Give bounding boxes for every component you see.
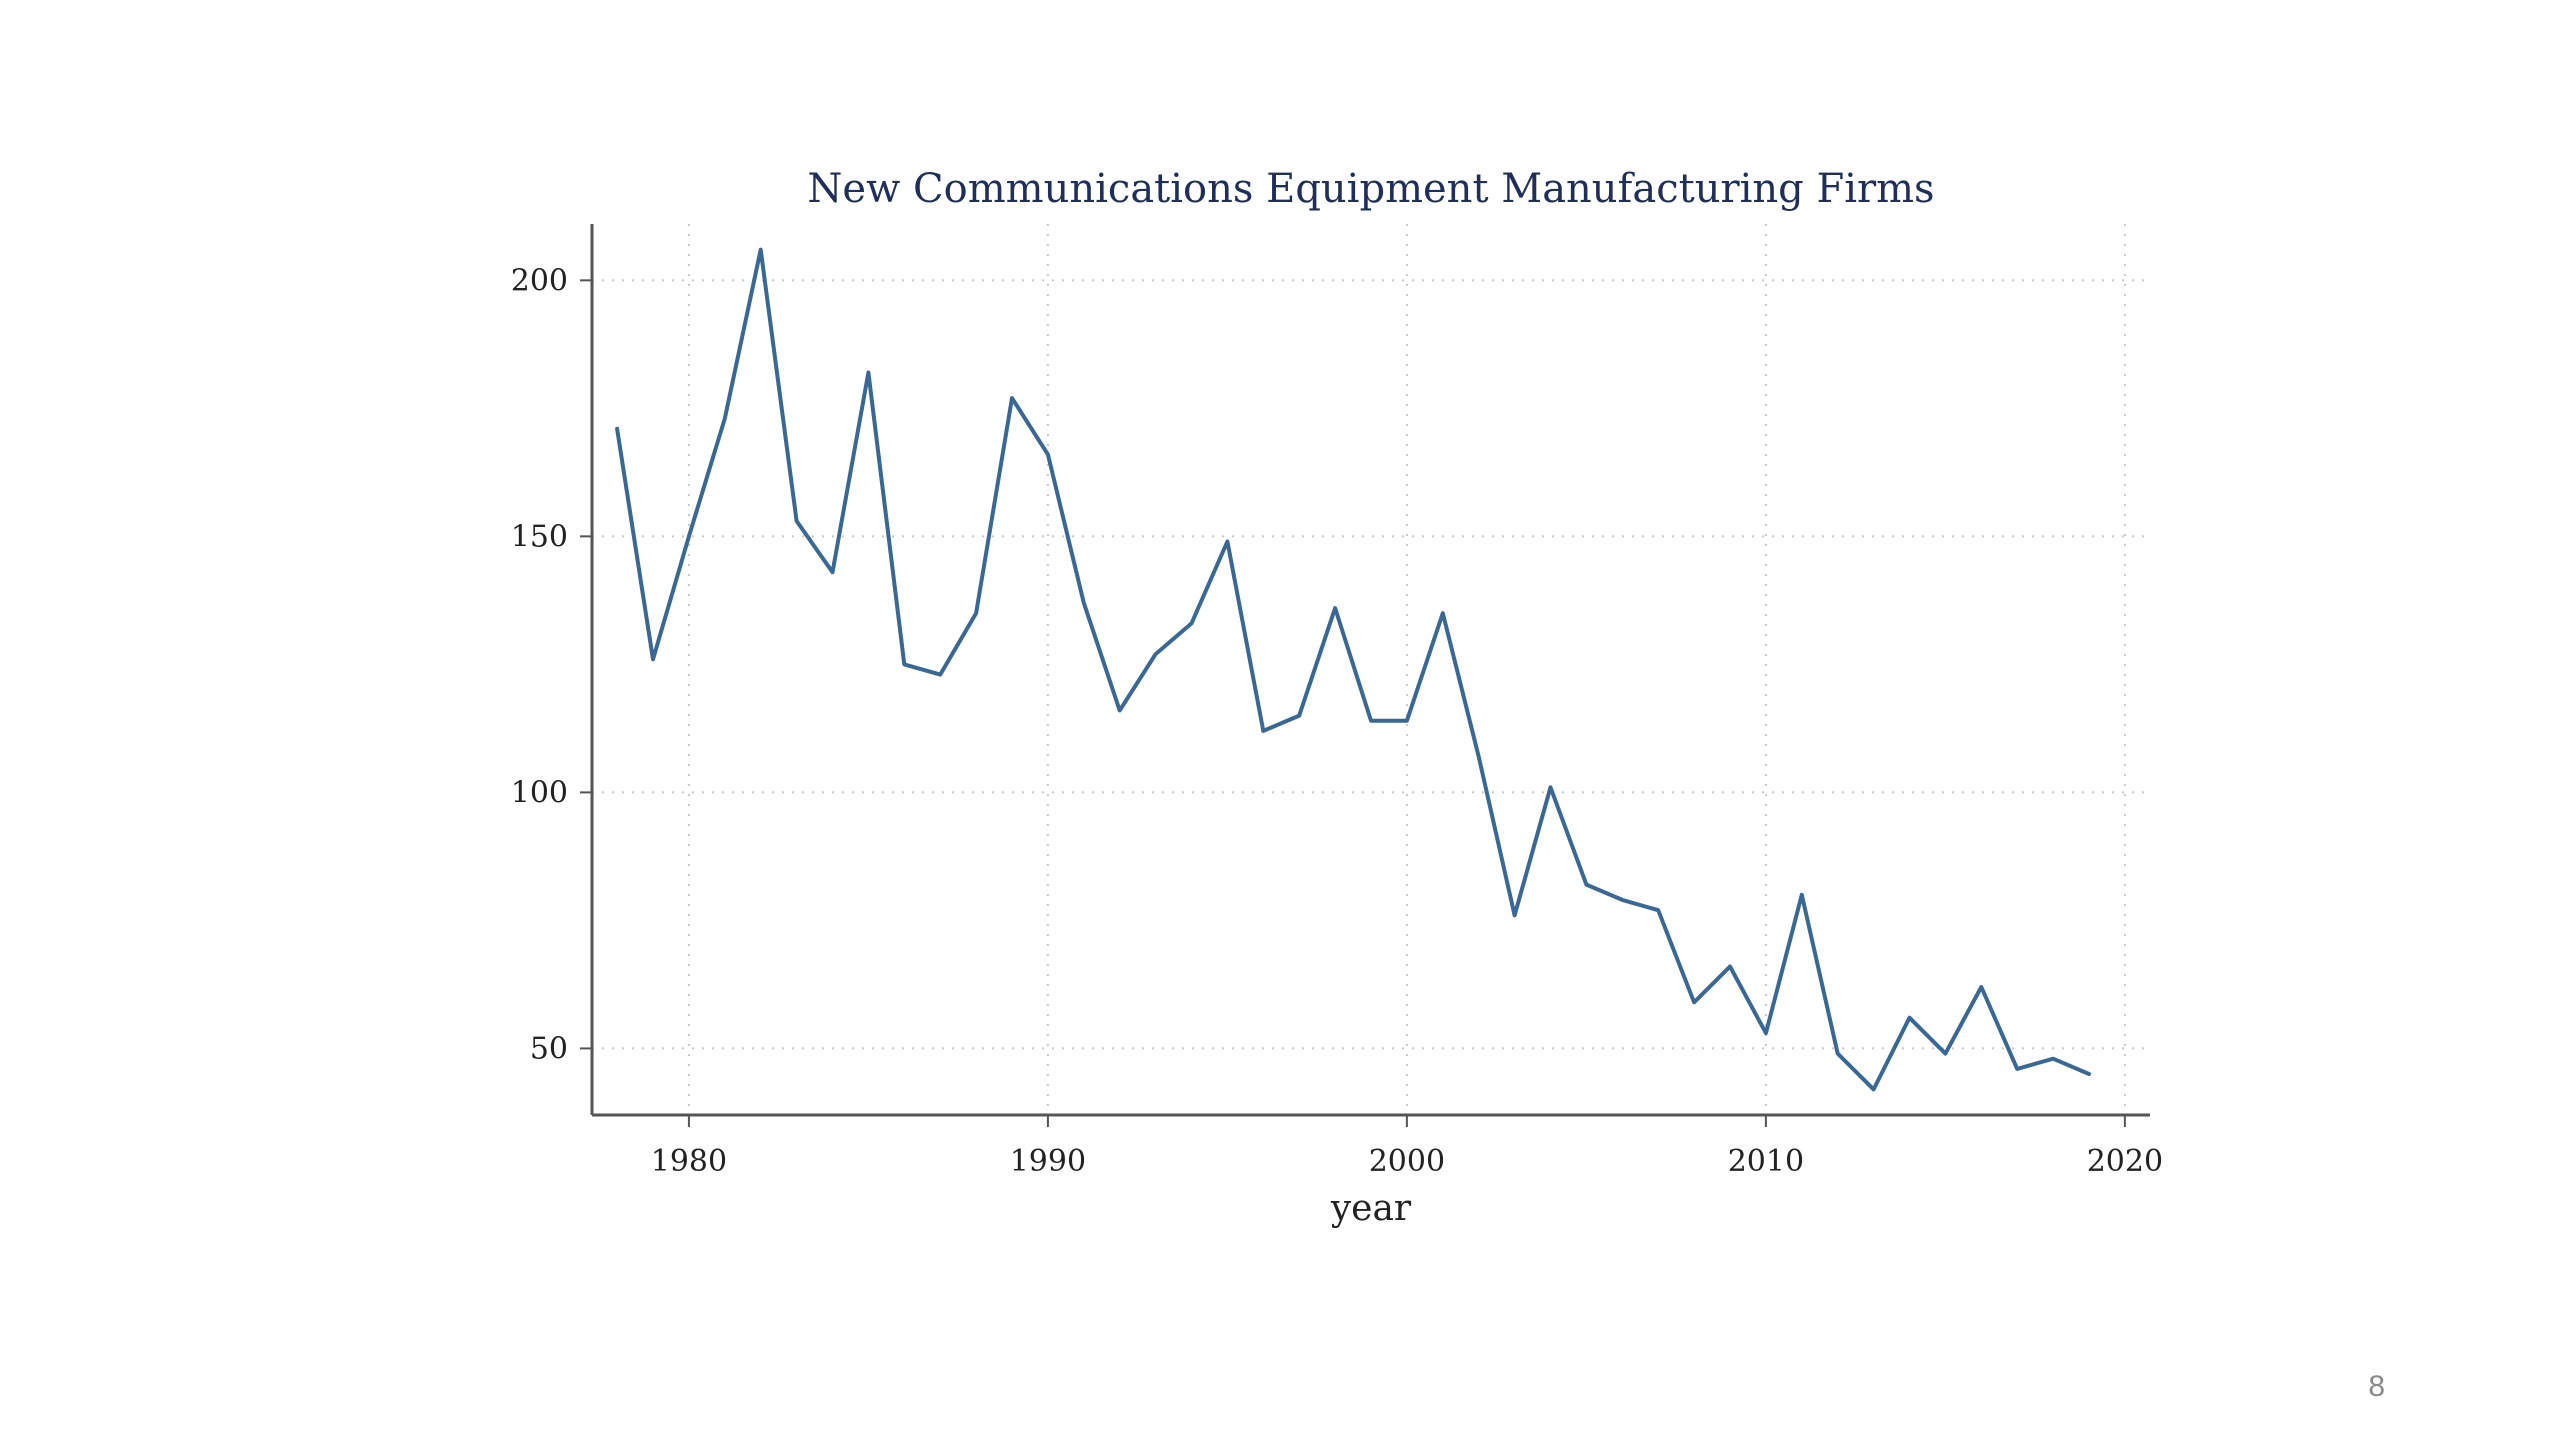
x-axis-label: year <box>1330 1188 1412 1229</box>
x-tick-label: 1980 <box>651 1144 727 1179</box>
y-tick-label: 50 <box>530 1031 568 1066</box>
y-tick-label: 200 <box>511 263 568 298</box>
x-tick-label: 2020 <box>2087 1144 2163 1179</box>
y-tick-label: 150 <box>511 519 568 554</box>
chart-title: New Communications Equipment Manufacturi… <box>807 166 1934 212</box>
grid <box>592 224 2150 1115</box>
page-number: 8 <box>2368 1370 2385 1403</box>
series-line <box>615 247 2091 1092</box>
labels: New Communications Equipment Manufacturi… <box>807 166 1934 1229</box>
axes: 1980 1990 2000 2010 2020 50 100 150 200 <box>511 224 2163 1179</box>
x-tick-label: 1990 <box>1010 1144 1086 1179</box>
y-tick-label: 100 <box>511 775 568 810</box>
x-tick-label: 2010 <box>1728 1144 1804 1179</box>
series-layer <box>615 247 2091 1092</box>
x-tick-label: 2000 <box>1369 1144 1445 1179</box>
